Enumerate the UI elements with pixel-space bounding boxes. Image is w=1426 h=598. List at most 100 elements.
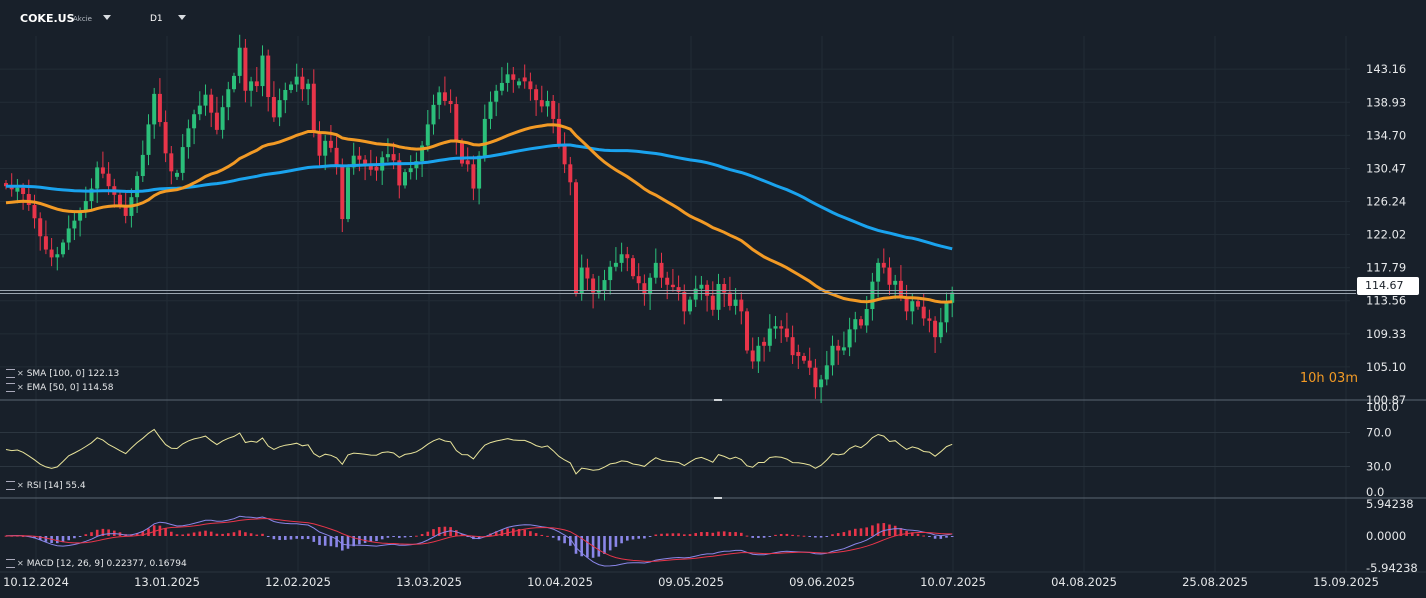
settings-icon[interactable] xyxy=(6,383,15,392)
macd-histogram-bar xyxy=(802,535,806,537)
candle-body xyxy=(921,306,926,319)
panel-resize-handle xyxy=(714,399,722,401)
candle-body xyxy=(653,262,658,278)
candle-body xyxy=(220,107,225,130)
candle-body xyxy=(893,280,898,285)
macd-histogram-bar xyxy=(529,531,532,536)
candle-body xyxy=(613,262,618,267)
price-axis-label: 138.93 xyxy=(1366,95,1406,109)
settings-icon[interactable] xyxy=(6,481,15,490)
time-axis-label: 09.05.2025 xyxy=(658,575,724,589)
candle-body xyxy=(289,84,293,90)
candle-body xyxy=(950,292,955,303)
candle-body xyxy=(163,122,168,154)
candle-body xyxy=(625,254,630,259)
settings-icon[interactable] xyxy=(6,559,15,568)
candle-body xyxy=(471,164,476,189)
countdown-hours: 10h xyxy=(1299,371,1325,386)
candle-body xyxy=(351,155,356,168)
candle-body xyxy=(739,299,744,312)
macd-histogram-bar xyxy=(261,533,264,536)
macd-histogram-bar xyxy=(147,528,150,536)
close-icon[interactable]: ✕ xyxy=(17,383,24,392)
candle-body xyxy=(118,194,122,206)
macd-histogram-bar xyxy=(591,536,595,558)
candle-body xyxy=(648,277,653,295)
macd-histogram-bar xyxy=(791,534,794,536)
candle-body xyxy=(408,168,413,173)
macd-histogram-bar xyxy=(67,536,70,541)
candle-body xyxy=(710,295,715,310)
macd-histogram-bar xyxy=(700,532,703,536)
candle-body xyxy=(237,47,242,76)
time-axis-label: 13.03.2025 xyxy=(396,575,462,589)
candle-body xyxy=(551,100,556,119)
macd-histogram-bar xyxy=(312,536,316,542)
candle-body xyxy=(836,345,841,351)
macd-histogram-bar xyxy=(876,523,880,536)
candle-body xyxy=(562,143,567,165)
candles xyxy=(4,34,955,404)
close-icon[interactable]: ✕ xyxy=(17,369,24,378)
time-axis-label: 10.12.2024 xyxy=(3,575,69,589)
candle-body xyxy=(368,164,373,170)
macd-histogram-bar xyxy=(888,524,891,536)
candle-body xyxy=(152,93,157,125)
candle-body xyxy=(676,287,681,292)
candle-body xyxy=(591,278,596,293)
time-axis-label: 10.04.2025 xyxy=(527,575,593,589)
candle-body xyxy=(482,118,487,156)
macd-histogram-bar xyxy=(705,532,709,536)
macd-histogram-bar xyxy=(346,536,350,549)
candle-body xyxy=(522,77,527,82)
sma-legend[interactable]: ✕ SMA [100, 0] 122.13 xyxy=(6,369,119,379)
macd-histogram-bar xyxy=(432,529,435,536)
rsi-legend-value: 55.4 xyxy=(65,481,86,491)
symbol-label[interactable]: COKE.US xyxy=(20,12,75,25)
ema-legend[interactable]: ✕ EMA [50, 0] 114.58 xyxy=(6,383,113,393)
timeframe-label[interactable]: D1 xyxy=(150,14,163,24)
macd-histogram-bar xyxy=(779,534,783,536)
candle-body xyxy=(226,89,231,108)
symbol-dropdown-icon[interactable] xyxy=(103,15,111,20)
candle-body xyxy=(602,280,607,291)
candle-body xyxy=(72,220,77,229)
settings-icon[interactable] xyxy=(6,369,15,378)
candle-body xyxy=(716,283,721,310)
macd-histogram-bar xyxy=(728,532,732,536)
macd-histogram-bar xyxy=(580,536,583,557)
macd-histogram-bar xyxy=(375,536,378,542)
candle-body xyxy=(688,299,692,312)
close-icon[interactable]: ✕ xyxy=(17,481,24,490)
candle-body xyxy=(847,329,852,348)
macd-histogram-bar xyxy=(249,533,253,536)
time-axis-label: 09.06.2025 xyxy=(789,575,855,589)
candle-body xyxy=(790,337,795,356)
close-icon[interactable]: ✕ xyxy=(17,559,24,568)
macd-histogram-bar xyxy=(494,531,498,536)
candle-body xyxy=(642,283,647,295)
macd-histogram-bar xyxy=(797,535,800,537)
macd-histogram-bar xyxy=(597,536,601,557)
candle-body xyxy=(499,82,504,91)
candle-body xyxy=(203,94,208,106)
candle-body xyxy=(66,228,71,243)
macd-histogram-bar xyxy=(443,526,447,536)
timeframe-dropdown-icon[interactable] xyxy=(178,15,186,20)
candle-body xyxy=(26,194,31,205)
macd-histogram-bar xyxy=(688,534,692,536)
macd-legend[interactable]: ✕ MACD [12, 26, 9] 0.22377, 0.16794 xyxy=(6,559,187,569)
macd-histogram-bar xyxy=(107,529,110,536)
candle-body xyxy=(693,288,698,300)
rsi-legend[interactable]: ✕ RSI [14] 55.4 xyxy=(6,481,86,491)
macd-histogram-bar xyxy=(363,536,367,543)
macd-histogram-bar xyxy=(318,536,321,546)
candle-body xyxy=(511,74,516,80)
candle-body xyxy=(727,292,732,306)
macd-histogram-bar xyxy=(871,525,874,536)
macd-histogram-bar xyxy=(717,531,720,536)
macd-histogram-bar xyxy=(289,536,293,540)
macd-histogram-bar xyxy=(648,536,652,537)
candle-body xyxy=(157,93,162,123)
